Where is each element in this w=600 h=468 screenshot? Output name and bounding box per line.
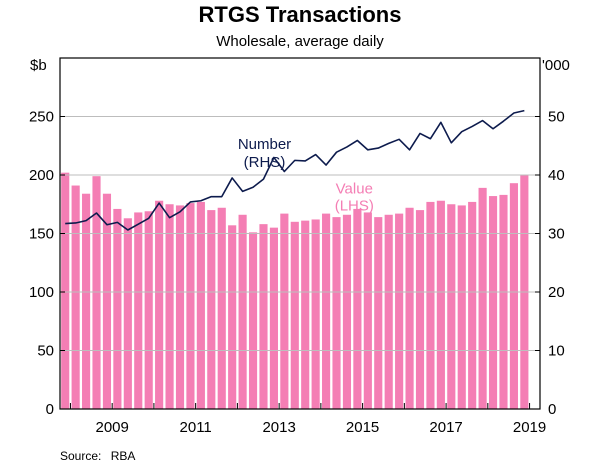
value-bar bbox=[468, 201, 477, 409]
chart-title: RTGS Transactions bbox=[198, 2, 402, 27]
left-tick-label: 150 bbox=[29, 226, 54, 243]
right-tick-label: 0 bbox=[548, 401, 556, 418]
value-bar bbox=[363, 212, 372, 409]
right-tick-label: 30 bbox=[548, 226, 565, 243]
value-bar bbox=[395, 213, 404, 409]
value-bar bbox=[280, 213, 289, 409]
left-axis-unit-label: $b bbox=[30, 57, 47, 74]
value-bar bbox=[92, 176, 101, 409]
value-annotation-axis: (LHS) bbox=[335, 198, 374, 215]
value-bar bbox=[238, 214, 247, 409]
source-label: Source: bbox=[60, 449, 102, 463]
source-note: Source: RBA bbox=[60, 449, 141, 463]
value-bar bbox=[144, 211, 153, 409]
x-tick-label: 2017 bbox=[429, 419, 462, 436]
x-tick-label: 2009 bbox=[95, 419, 128, 436]
value-bar bbox=[82, 193, 91, 409]
value-bar bbox=[186, 203, 195, 409]
x-axis-ticks: 2009 2011 2013 2015 2017 2019 bbox=[69, 403, 546, 436]
number-annotation-axis: (RHS) bbox=[244, 154, 286, 171]
value-bar bbox=[102, 193, 112, 409]
x-tick-label: 2011 bbox=[180, 419, 212, 436]
value-bar bbox=[415, 210, 425, 409]
value-bar bbox=[374, 217, 383, 409]
value-bar bbox=[123, 218, 132, 409]
right-tick-label: 40 bbox=[548, 167, 565, 184]
value-bar bbox=[165, 204, 174, 409]
right-tick-label: 10 bbox=[548, 343, 565, 360]
source-value: RBA bbox=[110, 449, 136, 463]
gridlines bbox=[60, 116, 540, 351]
value-bar bbox=[426, 201, 435, 409]
value-bar bbox=[196, 201, 205, 409]
value-bar bbox=[269, 227, 278, 409]
value-bar bbox=[217, 207, 226, 409]
left-tick-label: 50 bbox=[37, 343, 54, 360]
value-bars bbox=[61, 172, 529, 409]
value-bar bbox=[175, 205, 185, 409]
y-axis-ticks: 0 50 100 150 200 250 0 10 20 30 40 50 bbox=[29, 109, 565, 419]
value-bar bbox=[113, 208, 122, 409]
value-bar bbox=[384, 214, 393, 409]
left-tick-label: 200 bbox=[29, 167, 54, 184]
number-annotation-name: Number bbox=[238, 136, 291, 153]
value-bar bbox=[301, 220, 310, 409]
value-bar bbox=[311, 219, 320, 409]
value-bar bbox=[259, 224, 268, 409]
value-bar bbox=[322, 213, 331, 409]
number-series-line bbox=[65, 109, 525, 231]
value-bar bbox=[228, 225, 237, 409]
right-tick-label: 50 bbox=[548, 109, 565, 126]
value-bar bbox=[405, 207, 414, 409]
value-bar bbox=[499, 194, 508, 409]
value-bar bbox=[71, 185, 80, 409]
value-bar bbox=[488, 196, 498, 409]
value-bar bbox=[61, 172, 70, 409]
x-tick-label: 2015 bbox=[346, 419, 379, 436]
value-bar bbox=[353, 208, 362, 409]
value-bar bbox=[207, 210, 216, 409]
left-tick-label: 250 bbox=[29, 109, 54, 126]
value-bar bbox=[248, 232, 258, 409]
x-tick-label: 2013 bbox=[262, 419, 295, 436]
chart-subtitle: Wholesale, average daily bbox=[216, 33, 384, 50]
value-bar bbox=[332, 217, 341, 409]
value-bar bbox=[478, 187, 487, 409]
value-bar bbox=[134, 212, 143, 409]
value-bar bbox=[436, 200, 445, 409]
value-bar bbox=[290, 221, 299, 409]
x-tick-label: 2019 bbox=[513, 419, 546, 436]
value-bar bbox=[457, 205, 466, 409]
value-bar bbox=[155, 200, 164, 409]
right-axis-unit-label: '000 bbox=[542, 57, 570, 74]
value-bar bbox=[509, 183, 518, 409]
right-tick-label: 20 bbox=[548, 284, 565, 301]
value-bar bbox=[447, 204, 456, 409]
left-tick-label: 100 bbox=[29, 284, 54, 301]
value-annotation-name: Value bbox=[336, 181, 373, 198]
value-bar bbox=[342, 214, 352, 409]
left-tick-label: 0 bbox=[46, 401, 54, 418]
